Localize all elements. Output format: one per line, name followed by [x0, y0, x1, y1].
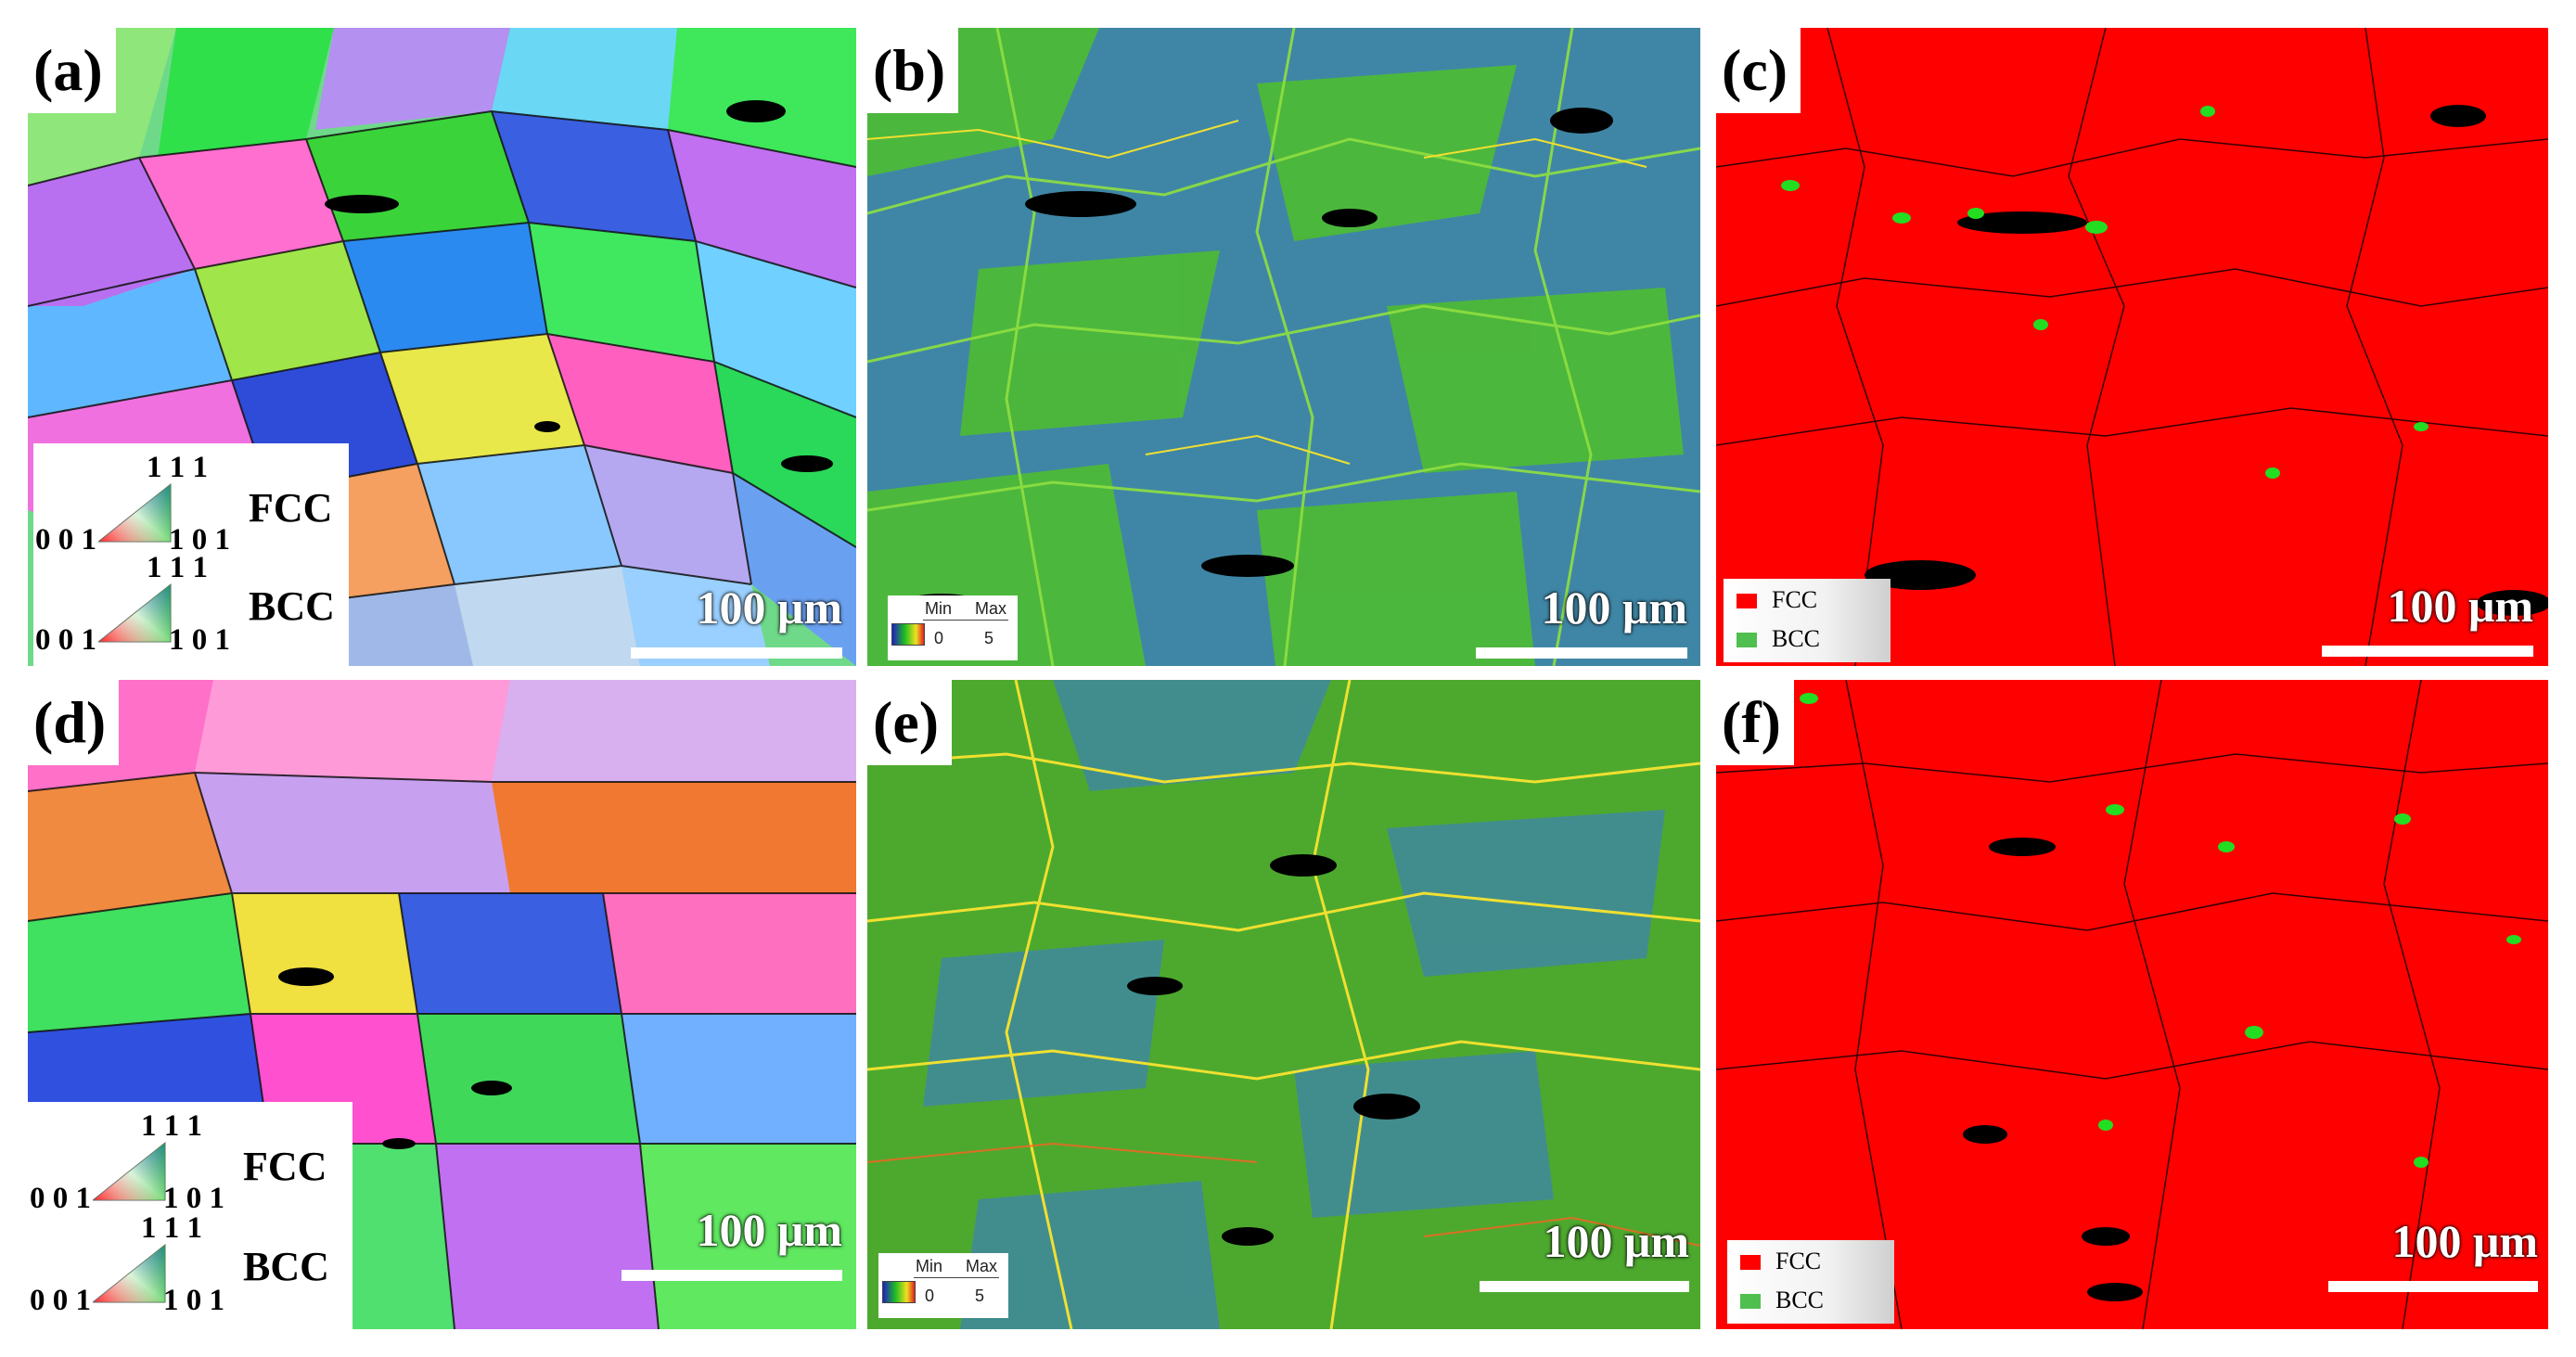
- panel-d-ipf-map: (d) 1 1 1 0 0 1 1 0 1 FCC 1 1 1 0 0 1 1 …: [28, 680, 856, 1329]
- panel-c-phase-map: (c) FCC BCC 100 μm: [1716, 28, 2548, 666]
- scale-bar-f: 100 μm: [2328, 1214, 2538, 1292]
- ipf-corner-101-bcc-d: 1 0 1: [163, 1284, 224, 1317]
- scale-bar-label-d: 100 μm: [696, 1204, 843, 1256]
- ipf-corner-101-fcc-d: 1 0 1: [163, 1182, 224, 1215]
- scale-bar-label-e: 100 μm: [1543, 1215, 1690, 1267]
- kam-min-value: 0: [934, 629, 944, 647]
- bcc-swatch-f: [1740, 1294, 1761, 1309]
- fcc-swatch: [1737, 594, 1757, 608]
- fcc-ipf-triangle-d: [93, 1141, 166, 1201]
- scale-bar-c: 100 μm: [2322, 573, 2533, 657]
- phase-fcc-label: FCC: [1772, 586, 1818, 613]
- panel-label-d: (d): [28, 680, 120, 765]
- scale-bar-line-f: [2328, 1281, 2538, 1292]
- ipf-corner-111-fcc: 1 1 1: [147, 451, 208, 484]
- scale-bar-line-a: [631, 647, 842, 659]
- phase-fcc-label-f: FCC: [1775, 1248, 1822, 1274]
- kam-max-label-e: Max: [966, 1257, 998, 1275]
- ipf-corner-001-bcc: 0 0 1: [35, 623, 96, 657]
- kam-min-value-e: 0: [925, 1287, 935, 1305]
- scale-bar-label-b: 100 μm: [1541, 582, 1688, 634]
- fcc-ipf-triangle: [98, 482, 172, 543]
- kam-map-e: [867, 680, 1700, 1329]
- panel-label-f: (f): [1716, 680, 1794, 765]
- kam-color-key-b: Min Max 0 5: [888, 595, 1018, 660]
- scale-bar-line-c: [2322, 646, 2533, 657]
- panel-b-kam-map: (b) Min Max 0 5 100 μm: [867, 28, 1700, 666]
- panel-a-ipf-map: (a) 1 1 1 0 0 1 1 0 1 FCC 1 1 1 0 0 1 1 …: [28, 28, 856, 666]
- ipf-corner-111-bcc-d: 1 1 1: [141, 1211, 202, 1245]
- scale-bar-label-f: 100 μm: [2391, 1215, 2539, 1267]
- kam-gradient-swatch: [891, 623, 925, 646]
- panel-label-c: (c): [1716, 28, 1801, 113]
- ipf-fcc-label-d: FCC: [243, 1144, 327, 1189]
- phase-map-c: [1716, 28, 2548, 666]
- ipf-color-key-a: 1 1 1 0 0 1 1 0 1 FCC 1 1 1 0 0 1 1 0 1 …: [33, 443, 349, 666]
- phase-bcc-label: BCC: [1772, 625, 1821, 652]
- scale-bar-label-a: 100 μm: [696, 582, 843, 634]
- scale-bar-line-d: [622, 1270, 842, 1281]
- ipf-corner-111-bcc: 1 1 1: [147, 551, 208, 584]
- ipf-fcc-label: FCC: [249, 485, 333, 531]
- ipf-bcc-label-d: BCC: [243, 1244, 329, 1289]
- panel-e-kam-map: (e) Min Max 0 5 100 μm: [867, 680, 1700, 1329]
- kam-map-b: [867, 28, 1700, 666]
- panel-label-e: (e): [867, 680, 953, 765]
- ipf-corner-001-bcc-d: 0 0 1: [30, 1284, 91, 1317]
- ipf-corner-101-fcc: 1 0 1: [169, 523, 230, 557]
- scale-bar-d: 100 μm: [622, 1199, 842, 1281]
- kam-gradient-swatch-e: [882, 1281, 916, 1303]
- kam-color-key-e: Min Max 0 5: [878, 1253, 1008, 1318]
- panel-label-b: (b): [867, 28, 959, 113]
- ipf-bcc-label: BCC: [249, 583, 335, 629]
- scale-bar-b: 100 μm: [1476, 575, 1687, 659]
- kam-min-label-e: Min: [916, 1257, 943, 1275]
- ipf-corner-001-fcc: 0 0 1: [35, 523, 96, 557]
- panel-f-phase-map: (f) FCC BCC 100 μm: [1716, 680, 2548, 1329]
- scale-bar-a: 100 μm: [631, 575, 842, 659]
- scale-bar-label-c: 100 μm: [2387, 580, 2534, 632]
- scale-bar-line-e: [1480, 1281, 1689, 1292]
- panel-label-a: (a): [28, 28, 116, 113]
- bcc-ipf-triangle-d: [93, 1243, 166, 1303]
- ipf-corner-111-fcc-d: 1 1 1: [141, 1109, 202, 1143]
- kam-min-label: Min: [925, 599, 953, 618]
- kam-max-label: Max: [975, 599, 1007, 618]
- phase-key-f: FCC BCC: [1727, 1240, 1894, 1324]
- phase-map-f: [1716, 680, 2548, 1329]
- ipf-color-key-d: 1 1 1 0 0 1 1 0 1 FCC 1 1 1 0 0 1 1 0 1 …: [28, 1102, 352, 1329]
- phase-bcc-label-f: BCC: [1775, 1287, 1825, 1313]
- ipf-corner-101-bcc: 1 0 1: [169, 623, 230, 657]
- bcc-swatch: [1737, 633, 1757, 647]
- kam-max-value: 5: [984, 629, 994, 647]
- kam-max-value-e: 5: [975, 1287, 985, 1305]
- phase-key-c: FCC BCC: [1724, 579, 1890, 662]
- ipf-corner-001-fcc-d: 0 0 1: [30, 1182, 91, 1215]
- bcc-ipf-triangle: [98, 582, 172, 643]
- scale-bar-line-b: [1476, 647, 1687, 659]
- scale-bar-e: 100 μm: [1480, 1215, 1689, 1292]
- fcc-swatch-f: [1740, 1255, 1761, 1270]
